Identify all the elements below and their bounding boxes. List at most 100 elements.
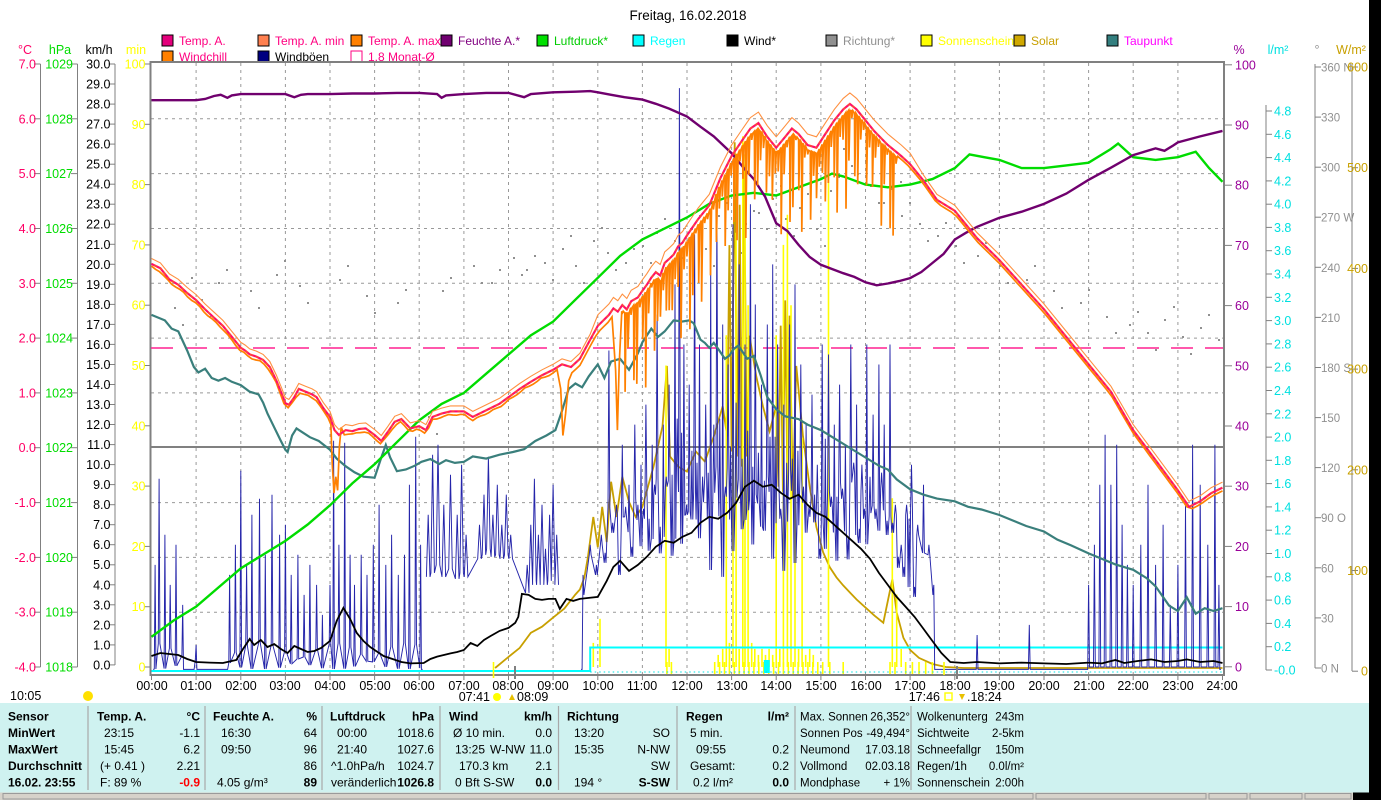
svg-text:1026: 1026 — [45, 222, 73, 236]
svg-text:7.0: 7.0 — [93, 518, 110, 532]
svg-text:06:00: 06:00 — [403, 679, 434, 693]
svg-text:°C: °C — [187, 710, 201, 724]
svg-text:09:50: 09:50 — [221, 743, 251, 757]
svg-text:11.0: 11.0 — [530, 743, 553, 757]
svg-text:^1.0hPa/h: ^1.0hPa/h — [331, 759, 385, 773]
svg-text:14:00: 14:00 — [760, 679, 791, 693]
svg-text:1.0: 1.0 — [1274, 547, 1291, 561]
svg-text:40: 40 — [132, 419, 146, 433]
svg-text:20:00: 20:00 — [1028, 679, 1059, 693]
svg-text:(+ 0.41 ): (+ 0.41 ) — [100, 759, 145, 773]
svg-text:°: ° — [1315, 43, 1320, 57]
svg-text:Taupunkt: Taupunkt — [1124, 34, 1173, 48]
svg-text:70: 70 — [132, 238, 146, 252]
svg-text:80: 80 — [132, 178, 146, 192]
svg-text:29.0: 29.0 — [86, 78, 110, 92]
svg-text:200: 200 — [1347, 463, 1368, 477]
svg-text:100: 100 — [1347, 564, 1368, 578]
svg-text:-4.0: -4.0 — [14, 661, 36, 675]
svg-text:2.0: 2.0 — [19, 332, 36, 346]
svg-text:Gesamt:: Gesamt: — [690, 759, 735, 773]
svg-text:0: 0 — [1361, 665, 1368, 679]
svg-text:Schneefallgr: Schneefallgr — [917, 745, 981, 757]
svg-text:90: 90 — [1235, 119, 1249, 133]
svg-text:30: 30 — [1235, 480, 1249, 494]
svg-text:-0.9: -0.9 — [179, 776, 200, 790]
svg-text:Wind: Wind — [449, 710, 478, 724]
svg-text:4.2: 4.2 — [1274, 174, 1291, 188]
svg-text:SW: SW — [651, 759, 671, 773]
svg-text:08:09: 08:09 — [517, 690, 548, 704]
svg-text:0.2: 0.2 — [772, 743, 789, 757]
svg-text:50: 50 — [132, 359, 146, 373]
svg-text:MinWert: MinWert — [8, 726, 55, 740]
svg-text:Windböen: Windböen — [275, 50, 329, 64]
svg-text:21:00: 21:00 — [1073, 679, 1104, 693]
svg-text:3.8: 3.8 — [1274, 221, 1291, 235]
svg-text:-1.1: -1.1 — [179, 726, 200, 740]
svg-text:1.2: 1.2 — [1274, 524, 1291, 538]
svg-text:30: 30 — [1321, 613, 1334, 625]
svg-text:hPa: hPa — [412, 710, 434, 724]
svg-text:0: 0 — [1235, 660, 1242, 674]
svg-text:400: 400 — [1347, 262, 1368, 276]
svg-text:Sensor: Sensor — [8, 710, 49, 724]
svg-text:180 S: 180 S — [1321, 363, 1351, 375]
svg-text:5.0: 5.0 — [19, 167, 36, 181]
svg-text:243m: 243m — [995, 712, 1024, 724]
svg-text:330: 330 — [1321, 113, 1340, 125]
svg-text:96: 96 — [304, 743, 318, 757]
svg-text:4.8: 4.8 — [1274, 105, 1291, 119]
svg-text:14.0: 14.0 — [86, 378, 110, 392]
svg-text:20: 20 — [132, 540, 146, 554]
svg-text:64: 64 — [304, 726, 318, 740]
svg-text:0.0: 0.0 — [93, 658, 110, 672]
svg-text:23:00: 23:00 — [1162, 679, 1193, 693]
svg-text:1.0: 1.0 — [93, 638, 110, 652]
svg-text:Neumond: Neumond — [800, 745, 850, 757]
svg-text:23:15: 23:15 — [104, 726, 134, 740]
svg-text:86: 86 — [304, 759, 318, 773]
svg-text:Temp. A.: Temp. A. — [179, 34, 226, 48]
svg-text:2.0: 2.0 — [1274, 431, 1291, 445]
svg-text:80: 80 — [1235, 179, 1249, 193]
svg-text:17:00: 17:00 — [894, 679, 925, 693]
svg-text:90: 90 — [132, 118, 146, 132]
svg-text:11.0: 11.0 — [87, 438, 110, 452]
svg-text:2.1: 2.1 — [535, 759, 552, 773]
svg-text:17.0: 17.0 — [86, 318, 110, 332]
svg-text:Sonnenschein: Sonnenschein — [938, 34, 1014, 48]
svg-text:500: 500 — [1347, 161, 1368, 175]
svg-text:194 °: 194 ° — [574, 776, 602, 790]
svg-text:Sonnen Pos: Sonnen Pos — [800, 728, 863, 740]
svg-text:+ 1%: + 1% — [883, 778, 910, 790]
svg-text:0.2: 0.2 — [1274, 640, 1291, 654]
svg-text:4.4: 4.4 — [1274, 151, 1291, 165]
svg-text:09:55: 09:55 — [696, 743, 726, 757]
svg-text:13:25: 13:25 — [455, 743, 485, 757]
svg-text:1019: 1019 — [45, 606, 73, 620]
svg-text:02:00: 02:00 — [225, 679, 256, 693]
svg-text:100: 100 — [125, 58, 146, 72]
svg-text:2.2: 2.2 — [1274, 407, 1291, 421]
svg-text:4.6: 4.6 — [1274, 128, 1291, 142]
svg-text:0.0l/m²: 0.0l/m² — [989, 761, 1024, 773]
svg-text:5.0: 5.0 — [93, 558, 110, 572]
svg-text:13.0: 13.0 — [86, 398, 110, 412]
svg-text:12:00: 12:00 — [671, 679, 702, 693]
svg-text:24:00: 24:00 — [1206, 679, 1237, 693]
svg-text:Sonnenschein: Sonnenschein — [917, 778, 990, 790]
svg-text:1025: 1025 — [45, 277, 73, 291]
svg-text:Mondphase: Mondphase — [800, 778, 860, 790]
svg-text:Richtung*: Richtung* — [843, 34, 895, 48]
svg-text:150m: 150m — [995, 745, 1024, 757]
svg-text:2-5km: 2-5km — [992, 728, 1024, 740]
svg-text:28.0: 28.0 — [86, 98, 110, 112]
svg-text:360 N: 360 N — [1321, 63, 1352, 75]
svg-text:30: 30 — [132, 480, 146, 494]
svg-text:04:00: 04:00 — [314, 679, 345, 693]
svg-text:Luftdruck: Luftdruck — [330, 710, 386, 724]
svg-text:10: 10 — [1235, 600, 1249, 614]
svg-text:0.0: 0.0 — [535, 776, 552, 790]
svg-text:02.03.18: 02.03.18 — [865, 761, 910, 773]
